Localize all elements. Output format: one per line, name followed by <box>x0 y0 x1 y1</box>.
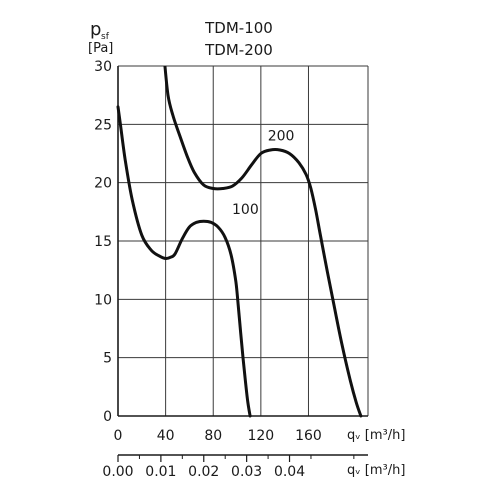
chart-title-line-1: TDM-100 <box>204 19 273 37</box>
secondary-x-tick-label: 0.01 <box>145 464 176 480</box>
secondary-x-tick-label: 0.04 <box>274 464 305 480</box>
series-label-200: 200 <box>268 129 295 145</box>
y-axis-label-symbol: p <box>90 19 101 40</box>
secondary-x-tick-label: 0.00 <box>102 464 133 480</box>
y-tick-label: 15 <box>94 234 112 250</box>
x-tick-label: 160 <box>295 428 322 444</box>
series-label-100: 100 <box>232 202 259 218</box>
y-tick-label: 10 <box>94 292 112 308</box>
x-tick-label: 0 <box>114 428 123 444</box>
secondary-x-tick-label: 0.02 <box>188 464 219 480</box>
series-line-100 <box>116 105 252 418</box>
x-axis-label-top: qᵥ [m³/h] <box>347 428 405 443</box>
grid <box>117 65 369 417</box>
tick-labels: 0 5 10 15 20 25 30 0 40 80 120 160 0.00 0.01 0.02 0.03 0… <box>94 59 368 480</box>
y-tick-label: 20 <box>94 176 112 192</box>
y-tick-label: 30 <box>94 59 112 75</box>
y-tick-label: 5 <box>103 351 112 367</box>
y-axis-label-subscript: sf <box>101 32 110 42</box>
x-tick-label: 40 <box>157 428 175 444</box>
x-tick-label: 80 <box>204 428 222 444</box>
x-axis-label-bottom: qᵥ [m³/h] <box>347 463 405 478</box>
x-tick-label: 120 <box>247 428 274 444</box>
series-line-200 <box>163 66 363 418</box>
series-group <box>116 66 363 418</box>
y-tick-label: 25 <box>94 117 112 133</box>
y-axis-unit: [Pa] <box>88 41 113 56</box>
y-tick-label: 0 <box>103 409 112 425</box>
chart-title-line-2: TDM-200 <box>204 41 273 59</box>
secondary-x-tick-label: 0.03 <box>231 464 262 480</box>
